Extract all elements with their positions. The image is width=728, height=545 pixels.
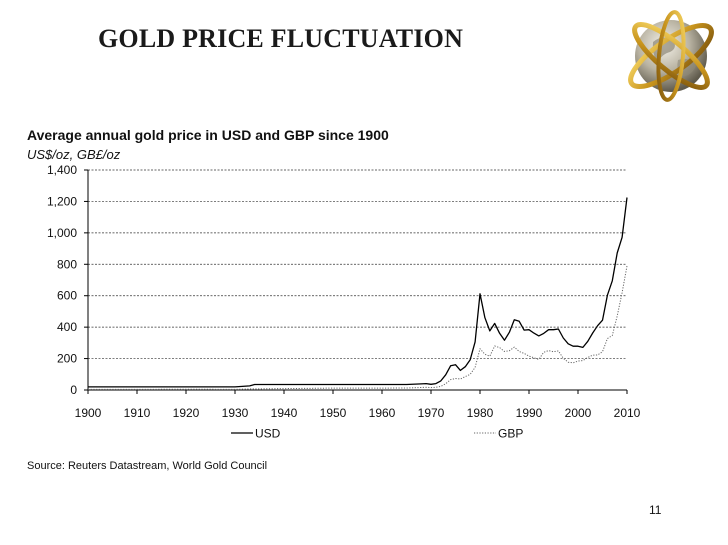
x-tick-label-1910: 1910 xyxy=(124,406,151,420)
y-tick-label-400: 400 xyxy=(57,320,77,334)
x-tick-label-1950: 1950 xyxy=(320,406,347,420)
units-label: US$/oz, GB£/oz xyxy=(27,147,121,162)
x-tick-label-1980: 1980 xyxy=(467,406,494,420)
x-tick-label-1930: 1930 xyxy=(222,406,249,420)
x-tick-labels: 1900 1910 1920 1930 1940 1950 1960 1970 1980 1990… xyxy=(75,406,641,420)
y-tick-label-600: 600 xyxy=(57,289,77,303)
legend-label-gbp: GBP xyxy=(498,427,523,441)
gridlines xyxy=(88,169,627,359)
legend-label-usd: USD xyxy=(255,427,281,441)
y-tick-label-200: 200 xyxy=(57,352,77,366)
legend-item-usd: USD xyxy=(231,427,281,441)
y-tick-label-800: 800 xyxy=(57,257,77,271)
legend: USD GBP xyxy=(231,427,523,441)
y-tick-label-1000: 1,000 xyxy=(47,226,77,240)
series-line-usd xyxy=(88,197,628,388)
page-number: 11 xyxy=(649,503,662,517)
y-tick-label-0: 0 xyxy=(70,383,77,397)
slide-title: GOLD PRICE FLUCTUATION xyxy=(98,24,464,53)
globe-logo xyxy=(628,10,714,102)
chart-title: Average annual gold price in USD and GBP… xyxy=(27,127,389,143)
series-line-gbp xyxy=(88,265,628,390)
x-tick-label-2010: 2010 xyxy=(614,406,641,420)
x-tick-label-1970: 1970 xyxy=(418,406,445,420)
x-tick-label-1960: 1960 xyxy=(369,406,396,420)
y-tick-label-1200: 1,200 xyxy=(47,194,77,208)
y-tick-label-1400: 1,400 xyxy=(47,163,77,177)
legend-item-gbp: GBP xyxy=(474,427,523,441)
series-lines xyxy=(88,197,628,390)
x-tick-label-1920: 1920 xyxy=(173,406,200,420)
x-tick-label-1940: 1940 xyxy=(271,406,298,420)
y-tick-labels: 0 200 400 600 800 1,000 1,200 1,400 xyxy=(47,163,77,397)
x-tick-label-1990: 1990 xyxy=(516,406,543,420)
axes xyxy=(84,169,628,394)
x-tick-label-2000: 2000 xyxy=(565,406,592,420)
x-tick-label-1900: 1900 xyxy=(75,406,102,420)
source-note: Source: Reuters Datastream, World Gold C… xyxy=(27,460,268,472)
